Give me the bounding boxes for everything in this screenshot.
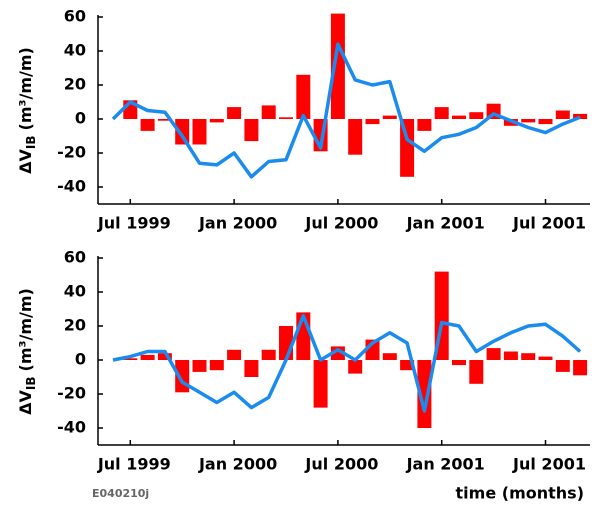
y-axis-label: ΔVIB (m³/m/m): [16, 47, 38, 174]
bar: [503, 351, 518, 360]
x-axis-label: time (months): [456, 484, 584, 503]
bar: [244, 119, 259, 142]
x-tick-label: Jul 2001: [512, 455, 586, 474]
y-tick-label: 60: [64, 7, 86, 26]
bar: [400, 360, 415, 371]
bar: [227, 107, 242, 119]
x-tick-label: Jul 2000: [304, 455, 378, 474]
y-tick-label: 0: [75, 109, 86, 128]
x-tick-label: Jan 2000: [198, 455, 277, 474]
y-tick-label: -40: [57, 177, 86, 196]
note: E040210j: [92, 487, 149, 500]
bar: [157, 353, 172, 360]
bar: [261, 105, 276, 119]
bar: [348, 360, 363, 374]
bar: [555, 110, 570, 119]
y-label-unit: (m³/m/m): [16, 288, 35, 371]
bar: [348, 119, 363, 155]
bar: [417, 119, 432, 131]
y-tick-label: -40: [57, 418, 86, 437]
bar: [313, 360, 328, 408]
bar: [434, 107, 449, 119]
bar: [538, 119, 553, 125]
line: [112, 314, 582, 413]
y-tick-label: 40: [64, 41, 86, 60]
bar: [365, 119, 380, 125]
bar: [417, 360, 432, 428]
bar: [469, 360, 484, 384]
bar: [209, 360, 224, 371]
bar: [140, 354, 155, 360]
bar: [521, 119, 536, 123]
y-label-unit: (m³/m/m): [16, 47, 35, 130]
x-tick-label: Jan 2001: [406, 214, 485, 233]
bar: [452, 360, 466, 366]
y-tick-label: 40: [64, 282, 86, 301]
bar: [538, 356, 553, 360]
x-tick-label: Jul 2001: [512, 214, 586, 233]
y-label-sub: IB: [24, 376, 38, 390]
y-tick-label: 0: [75, 350, 86, 369]
y-label-main: ΔV: [16, 148, 35, 173]
bar: [296, 74, 311, 119]
bar: [157, 119, 172, 121]
bar: [469, 112, 484, 119]
bar: [573, 360, 588, 376]
bar: [261, 349, 276, 360]
y-tick-label: 20: [64, 316, 86, 335]
x-tick-label: Jan 2001: [406, 455, 485, 474]
y-tick-label: 20: [64, 75, 86, 94]
line: [111, 42, 581, 179]
bar: [192, 360, 207, 372]
bar: [209, 119, 224, 123]
y-tick-label: -20: [57, 384, 86, 403]
bar: [382, 353, 397, 360]
bar: [244, 360, 259, 377]
bar: [330, 346, 345, 360]
bar: [227, 349, 242, 360]
bar: [123, 358, 138, 360]
y-label-main: ΔV: [16, 389, 35, 414]
bar: [382, 115, 397, 119]
bar: [486, 348, 501, 360]
x-tick-label: Jul 1999: [97, 455, 171, 474]
bar: [140, 119, 155, 131]
bar: [555, 360, 570, 372]
bar: [521, 353, 536, 360]
bar: [279, 117, 293, 119]
bar: [330, 13, 345, 120]
y-axis-label: ΔVIB (m³/m/m): [16, 288, 38, 415]
bar: [452, 115, 466, 119]
y-tick-label: -20: [57, 143, 86, 162]
x-tick-label: Jan 2000: [198, 214, 277, 233]
y-tick-label: 60: [64, 248, 86, 267]
x-tick-label: Jul 2000: [304, 214, 378, 233]
bar: [192, 119, 207, 145]
bar: [573, 113, 588, 119]
y-label-sub: IB: [24, 135, 38, 149]
bar: [175, 119, 190, 145]
x-tick-label: Jul 1999: [97, 214, 171, 233]
